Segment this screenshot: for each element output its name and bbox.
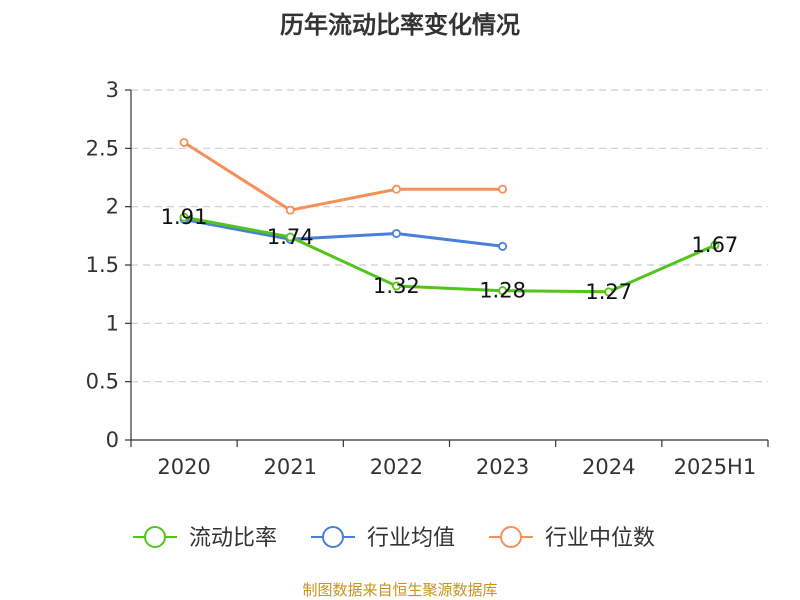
data-point [391, 228, 401, 238]
data-label: 1.27 [585, 280, 632, 304]
data-label: 1.67 [692, 233, 739, 257]
data-label: 1.74 [267, 225, 314, 249]
data-point [498, 184, 508, 194]
data-label: 1.28 [479, 279, 526, 303]
data-point [710, 240, 720, 250]
y-tick-label: 2.5 [86, 136, 119, 160]
x-tick-label: 2021 [264, 455, 317, 479]
x-tick-label: 2024 [582, 455, 635, 479]
data-label: 1.32 [373, 274, 420, 298]
x-tick-label: 2023 [476, 455, 529, 479]
data-point [285, 232, 295, 242]
y-tick-label: 0 [106, 428, 119, 452]
series-line [183, 215, 716, 294]
y-tick-label: 1.5 [86, 253, 119, 277]
data-labels: 1.91 1.74 1.32 1.28 1.27 1.67 [161, 205, 739, 304]
legend-marker [322, 526, 344, 548]
data-point [179, 137, 189, 147]
x-tick-label: 2025H1 [674, 455, 757, 479]
data-point [179, 212, 189, 222]
series-line [183, 141, 503, 212]
gridlines [131, 89, 768, 383]
series-line [183, 218, 503, 248]
legend-label: 行业均值 [367, 526, 455, 551]
axes: 0 0.5 1 1.5 2 2.5 3 2020 2021 2022 2023 2024 2025H1 [86, 78, 769, 479]
x-tick-label: 2020 [157, 455, 210, 479]
data-point [391, 184, 401, 194]
data-label: 1.91 [161, 205, 208, 229]
x-tick-label: 2022 [370, 455, 423, 479]
data-point [604, 287, 614, 297]
y-tick-label: 1 [106, 311, 119, 335]
chart-title: 历年流动比率变化情况 [280, 11, 520, 39]
series-layer [179, 137, 720, 297]
y-tick-label: 3 [106, 78, 119, 102]
data-point [498, 286, 508, 296]
legend: 流动比率 行业均值 行业中位数 [133, 526, 655, 551]
legend-marker [144, 526, 166, 548]
legend-marker [500, 526, 522, 548]
legend-label: 流动比率 [189, 526, 277, 551]
data-point [285, 205, 295, 215]
y-tick-label: 0.5 [86, 370, 119, 394]
data-point [498, 241, 508, 251]
y-tick-label: 2 [106, 195, 119, 219]
legend-label: 行业中位数 [545, 526, 655, 551]
source-note: 制图数据来自恒生聚源数据库 [302, 581, 497, 599]
data-point [391, 281, 401, 291]
